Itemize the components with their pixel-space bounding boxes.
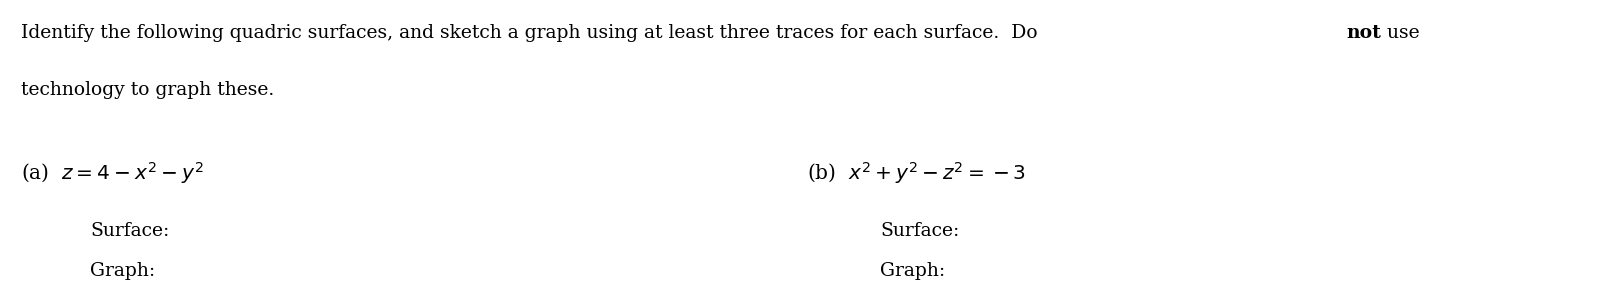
Text: Graph:: Graph:	[880, 262, 944, 280]
Text: Surface:: Surface:	[90, 222, 169, 240]
Text: Surface:: Surface:	[880, 222, 959, 240]
Text: Identify the following quadric surfaces, and sketch a graph using at least three: Identify the following quadric surfaces,…	[21, 24, 1043, 42]
Text: use: use	[1380, 24, 1419, 42]
Text: (a)  $z = 4 - x^2 - y^2$: (a) $z = 4 - x^2 - y^2$	[21, 160, 203, 186]
Text: not: not	[1344, 24, 1380, 42]
Text: Graph:: Graph:	[90, 262, 155, 280]
Text: technology to graph these.: technology to graph these.	[21, 81, 274, 99]
Text: (b)  $x^2 + y^2 - z^2 = -3$: (b) $x^2 + y^2 - z^2 = -3$	[807, 160, 1027, 186]
